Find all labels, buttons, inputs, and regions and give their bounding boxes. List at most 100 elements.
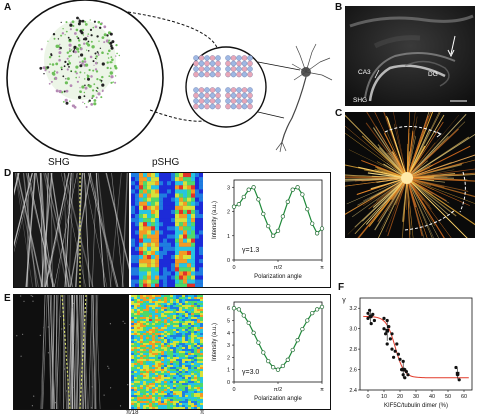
d-shg-image [14,173,129,287]
mean-marker [385,328,389,333]
x-tick-label: 0 [232,387,235,393]
plot-frame [359,297,473,391]
data-point [319,304,325,310]
data-point [382,316,386,320]
x-tick-label: 0 [366,394,369,400]
data-point [266,223,271,229]
data-point [388,337,392,341]
data-point [251,330,256,335]
data-point [270,233,276,238]
shg-label-b: SHG [353,97,367,104]
fit-line [233,186,323,237]
d-intensity-plot: 0 1 2 3 0 π/2 π Polarization angle Intensity (a.… [212,179,325,280]
y-axis-label: Intensity (a.u.) [212,201,218,239]
ca3-label: CA3 [358,69,371,76]
y-tick-label: 2.8 [349,347,357,353]
protein-structure [39,16,121,109]
x-tick-label: 50 [445,394,451,400]
y-axis-label: γ [342,297,346,304]
gamma-annotation: γ=1.3 [242,247,259,254]
x-tick-label: π [320,265,324,271]
y-tick-label: 5 [227,318,230,324]
data-point [275,367,281,372]
x-axis-label: KIF5C/tubulin dimer (%) [384,403,448,409]
x-axis-label: Polarization angle [254,396,302,402]
e-tick-right: π [200,410,205,416]
data-point [290,347,295,353]
data-point [256,340,261,345]
panel-label-f: F [338,282,345,293]
fit-line [233,306,323,371]
y-tick-label: 1 [227,234,230,240]
data-point [385,342,389,346]
y-tick-label: 3.2 [349,306,357,312]
data-point [261,211,266,217]
data-point [295,338,300,343]
data-point [285,199,290,204]
x-tick-label: π/2 [274,265,282,271]
e-intensity-plot: 0 1 2 3 4 5 6 0 π/2 π Polarization angle Intensity … [212,301,325,402]
x-tick-label: 60 [461,394,467,400]
d-pshg-heatmap [131,173,203,287]
data-point [457,378,461,382]
x-tick-label: 10 [381,394,387,400]
x-tick-label: 30 [413,394,419,400]
data-point [305,206,310,212]
e-pshg-heatmap [131,295,203,409]
panel-label-b: B [335,2,343,13]
data-point [319,226,325,231]
data-point [300,326,305,332]
data-point [231,306,237,311]
data-point [454,365,458,370]
data-point [300,192,305,197]
panel-label-c: C [335,108,343,119]
panel-a-illustration [6,0,333,157]
gamma-annotation: γ=3.0 [242,369,259,376]
data-point [310,221,315,226]
data-point [251,185,256,190]
data-point [236,202,242,207]
data-point [236,307,242,312]
x-tick-label: 20 [397,394,403,400]
y-tick-label: 3 [227,343,230,349]
mean-marker [401,367,405,372]
data-point [393,349,397,353]
data-point [246,320,251,326]
data-point [368,308,372,312]
fit-line [363,315,469,379]
y-tick-label: 2 [227,210,230,216]
hippocampus-shg-image: CA3 DG SHG [345,6,475,106]
data-point [285,357,290,362]
mean-marker [455,371,460,376]
col-header-pshg: pSHG [152,157,180,168]
y-tick-label: 3.0 [349,327,357,333]
data-point [390,332,394,336]
y-tick-label: 0 [227,258,230,264]
f-gamma-scatter: 2.4 2.6 2.8 3.0 3.2 0 10 20 30 40 50 60 KIF5C/tubuli… [342,297,473,409]
panel-label-e: E [4,293,11,304]
data-point [241,313,246,318]
data-point [290,187,295,192]
data-point [314,231,320,236]
data-point [280,363,286,369]
data-point [241,194,246,200]
data-point [295,185,300,190]
x-tick-label: π [320,387,324,393]
panel-label-d: D [4,168,12,179]
data-point [406,373,410,377]
panel-e-frame [13,294,331,410]
y-tick-label: 4 [227,331,230,337]
x-axis-label: Polarization angle [254,274,302,280]
data-point [403,376,407,380]
data-point [246,187,251,192]
col-header-shg: SHG [48,157,70,168]
data-point [390,347,394,351]
e-tick-left: π/18 [126,410,139,416]
data-point [382,327,386,331]
data-point [256,197,261,202]
data-point [369,322,373,326]
data-point [395,342,399,346]
data-point [261,350,266,355]
data-point [314,307,320,312]
x-tick-label: 0 [232,265,235,271]
